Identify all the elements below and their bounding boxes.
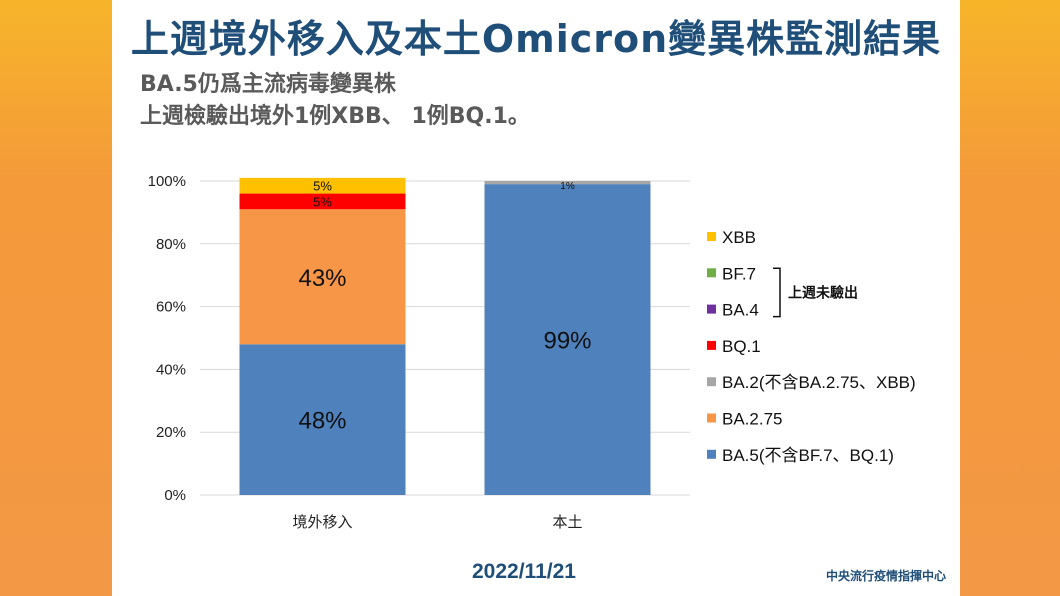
subtitle-line-1: BA.5仍爲主流病毒變異株	[140, 72, 396, 97]
legend-label: BF.7	[722, 264, 756, 283]
legend-swatch	[707, 340, 716, 350]
y-tick-label: 80%	[156, 236, 186, 253]
legend-label: BA.5(不含BF.7、BQ.1)	[722, 446, 894, 465]
report-date: 2022/11/21	[472, 560, 576, 583]
data-label: 5%	[313, 179, 332, 194]
legend-swatch	[707, 377, 716, 387]
legend-swatch	[707, 268, 716, 278]
y-tick-label: 40%	[156, 361, 186, 378]
bar-segment	[484, 184, 651, 495]
legend-label: BA.2(不含BA.2.75、XBB)	[722, 373, 916, 392]
y-tick-label: 20%	[156, 424, 186, 441]
data-label: 1%	[560, 181, 575, 192]
data-label: 99%	[543, 328, 591, 355]
legend-swatch	[707, 413, 716, 423]
legend-swatch	[707, 304, 716, 314]
subtitle-line-2: 上週檢驗出境外1例XBB、 1例BQ.1。	[140, 104, 530, 129]
y-tick-label: 100%	[148, 173, 186, 190]
bar-segment	[239, 209, 406, 345]
x-category-label: 本土	[552, 514, 582, 531]
page-title: 上週境外移入及本土Omicron變異株監測結果	[130, 17, 942, 61]
stacked-bar-chart: 0% 20% 40% 60% 80% 100% 48% 43% 5%5% 境外移入 99% 1% 本土 X…	[148, 173, 916, 531]
legend-label: BA.2.75	[722, 410, 783, 429]
source-label: 中央流行疫情指揮中心	[825, 569, 946, 583]
data-label: 5%	[313, 194, 332, 209]
legend-label: BQ.1	[722, 337, 761, 356]
bar-segment	[484, 181, 651, 185]
data-label: 48%	[298, 408, 346, 435]
legend-label: XBB	[722, 228, 756, 247]
legend-swatch	[707, 449, 716, 459]
data-label: 43%	[298, 265, 346, 292]
bar-segment	[239, 193, 406, 210]
y-tick-label: 60%	[156, 299, 186, 316]
bracket-label: 上週未驗出	[788, 284, 858, 301]
bar-segment	[239, 344, 406, 495]
bar-segment	[239, 177, 406, 194]
y-tick-label: 0%	[164, 487, 186, 504]
x-category-label: 境外移入	[292, 513, 352, 531]
legend-swatch	[707, 232, 716, 241]
slide: 上週境外移入及本土Omicron變異株監測結果 BA.5仍爲主流病毒變異株 上週…	[112, 0, 960, 596]
legend-label: BA.4	[722, 301, 759, 320]
legend-bracket	[773, 267, 781, 318]
